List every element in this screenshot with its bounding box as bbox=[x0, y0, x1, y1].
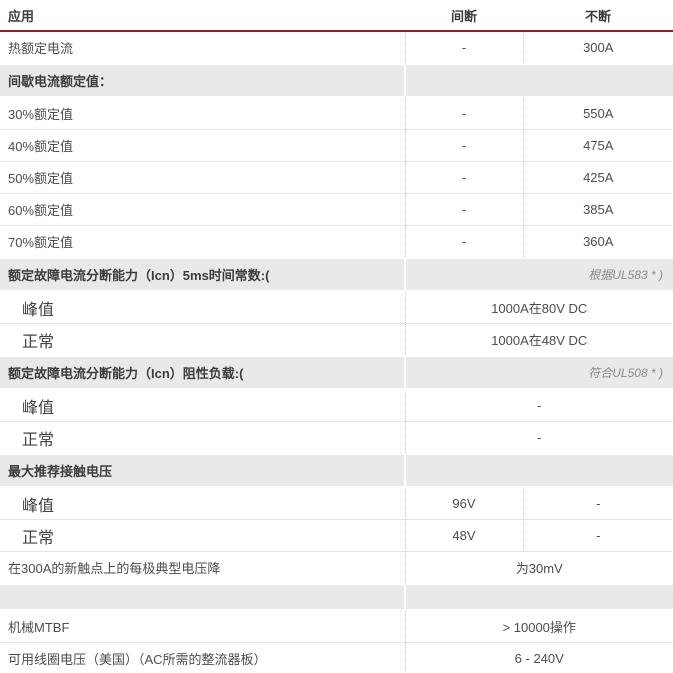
row-value-continuous: 550A bbox=[522, 97, 673, 130]
col-header-intermittent: 间断 bbox=[405, 0, 523, 32]
row-sublabel: 峰值 bbox=[0, 291, 405, 324]
col-header-continuous: 不断 bbox=[523, 0, 673, 32]
row-value-intermittent: - bbox=[404, 193, 523, 226]
table-header-row: 应用 间断 不断 bbox=[0, 0, 673, 32]
row-value-span: - bbox=[404, 389, 673, 422]
table-row: 正常 - bbox=[0, 421, 673, 455]
table-row: 机械MTBF > 10000操作 bbox=[0, 610, 673, 643]
row-label: 50%额定值 bbox=[0, 161, 405, 194]
table-row: 60%额定值 - 385A bbox=[0, 193, 673, 226]
row-label: 在300A的新触点上的每极典型电压降 bbox=[0, 551, 405, 585]
section-header-row: 额定故障电流分断能力（Icn）5ms时间常数:( 根据UL583 * ) bbox=[0, 257, 673, 292]
row-value-continuous: 385A bbox=[522, 193, 673, 226]
row-value-span: > 10000操作 bbox=[404, 610, 673, 643]
row-value-continuous: 425A bbox=[522, 161, 673, 194]
table-row: 热额定电流 - 300A bbox=[0, 31, 673, 65]
section-header-row: 最大推荐接触电压 bbox=[0, 453, 673, 488]
table-row: 40%额定值 - 475A bbox=[0, 129, 673, 162]
row-value-continuous: - bbox=[522, 519, 673, 552]
row-label: 40%额定值 bbox=[0, 129, 405, 162]
row-value-continuous: - bbox=[522, 487, 673, 520]
row-sublabel: 正常 bbox=[0, 421, 405, 455]
row-value-span: 为30mV bbox=[404, 551, 673, 585]
row-value-intermittent: - bbox=[404, 97, 523, 130]
row-label: 可用线圈电压（美国）（AC所需的整流器板） bbox=[0, 642, 405, 673]
table-row: 峰值 1000A在80V DC bbox=[0, 291, 673, 324]
row-value-intermittent: - bbox=[404, 225, 523, 259]
table-row: 50%额定值 - 425A bbox=[0, 161, 673, 194]
row-value-span: 6 - 240V bbox=[404, 642, 673, 673]
section-note: 符合UL508 * ) bbox=[404, 355, 673, 390]
row-label: 60%额定值 bbox=[0, 193, 405, 226]
section-label: 额定故障电流分断能力（Icn）阻性负载:( bbox=[0, 355, 405, 390]
spacer-cell bbox=[0, 583, 405, 611]
row-label: 机械MTBF bbox=[0, 610, 405, 643]
table-row: 正常 1000A在48V DC bbox=[0, 323, 673, 357]
row-value-span: 1000A在48V DC bbox=[404, 323, 673, 357]
row-value-span: 1000A在80V DC bbox=[404, 291, 673, 324]
row-label: 70%额定值 bbox=[0, 225, 405, 259]
section-note bbox=[404, 453, 673, 488]
row-sublabel: 正常 bbox=[0, 519, 405, 552]
row-value-intermittent: - bbox=[404, 31, 523, 65]
row-sublabel: 正常 bbox=[0, 323, 405, 357]
row-value-continuous: 475A bbox=[522, 129, 673, 162]
row-value-span: - bbox=[404, 421, 673, 455]
section-note: 根据UL583 * ) bbox=[404, 257, 673, 292]
section-header-row: 额定故障电流分断能力（Icn）阻性负载:( 符合UL508 * ) bbox=[0, 355, 673, 390]
table-row: 峰值 - bbox=[0, 389, 673, 422]
table-row: 可用线圈电压（美国）（AC所需的整流器板） 6 - 240V bbox=[0, 642, 673, 673]
row-label: 热额定电流 bbox=[0, 31, 405, 65]
row-sublabel: 峰值 bbox=[0, 487, 405, 520]
row-value-intermittent: 48V bbox=[404, 519, 523, 552]
row-value-intermittent: 96V bbox=[404, 487, 523, 520]
row-value-intermittent: - bbox=[404, 161, 523, 194]
section-label: 最大推荐接触电压 bbox=[0, 453, 405, 488]
spacer-row bbox=[0, 583, 673, 611]
row-label: 30%额定值 bbox=[0, 97, 405, 130]
row-sublabel: 峰值 bbox=[0, 389, 405, 422]
col-header-application: 应用 bbox=[0, 0, 405, 32]
table-row: 30%额定值 - 550A bbox=[0, 97, 673, 130]
row-value-intermittent: - bbox=[404, 129, 523, 162]
table-row: 峰值 96V - bbox=[0, 487, 673, 520]
row-value-continuous: 360A bbox=[522, 225, 673, 259]
section-header-row: 间歇电流额定值： bbox=[0, 63, 673, 98]
section-label: 额定故障电流分断能力（Icn）5ms时间常数:( bbox=[0, 257, 405, 292]
table-row: 70%额定值 - 360A bbox=[0, 225, 673, 259]
section-note bbox=[404, 63, 673, 98]
table-row: 正常 48V - bbox=[0, 519, 673, 552]
row-value-continuous: 300A bbox=[522, 31, 673, 65]
spacer-cell bbox=[404, 583, 673, 611]
section-label: 间歇电流额定值： bbox=[0, 63, 405, 98]
table-row: 在300A的新触点上的每极典型电压降 为30mV bbox=[0, 551, 673, 585]
